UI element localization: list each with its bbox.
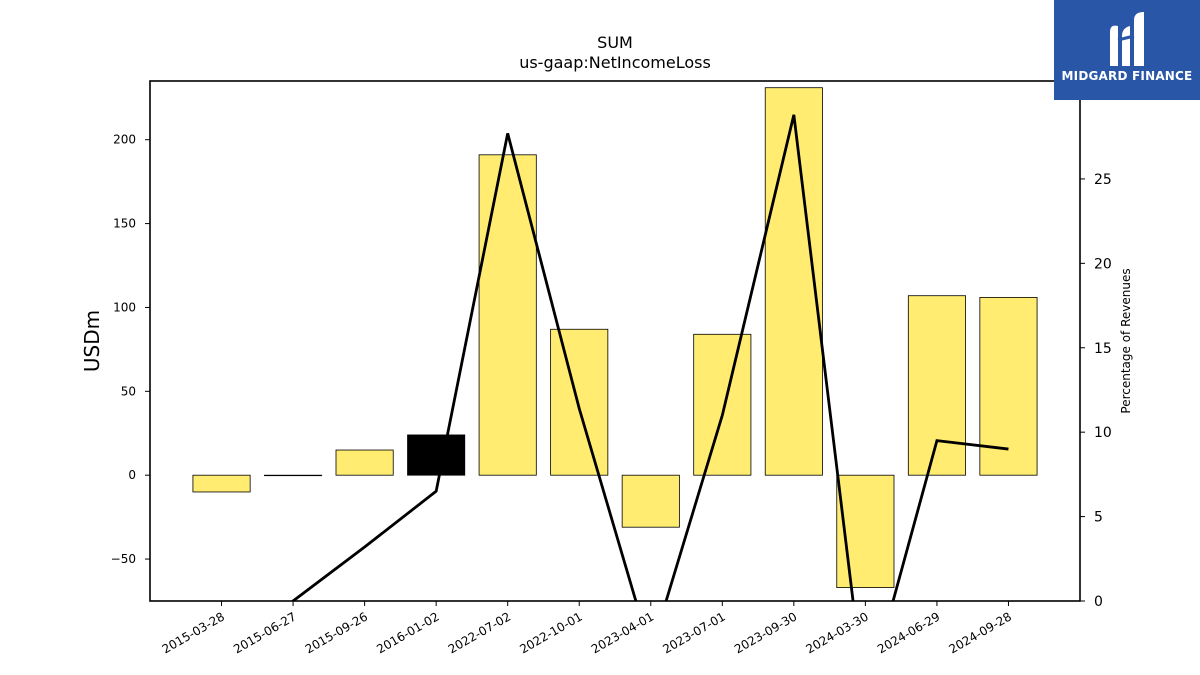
bar [478, 154, 537, 476]
bar-series [192, 87, 1038, 588]
y-right-tick-label: 15 [1094, 341, 1112, 357]
y-axis-left: −50 0 50 100 150 200 [111, 133, 150, 566]
x-axis: 2015-03-28 2015-06-27 2015-09-26 2016-01-02… [160, 601, 1014, 656]
y-right-tick-label: 10 [1094, 425, 1112, 441]
x-tick-label: 2023-04-01 [589, 609, 656, 656]
bar [335, 449, 394, 476]
chart-title: SUM [597, 33, 633, 52]
plot-frame [149, 80, 1081, 602]
bar [550, 328, 609, 476]
bar [407, 434, 466, 476]
x-tick-label: 2016-01-02 [374, 609, 441, 656]
x-tick-label: 2022-10-01 [517, 609, 584, 656]
logo: MIDGARD FINANCE [1054, 0, 1200, 100]
x-tick-label: 2022-07-02 [446, 609, 513, 656]
y-tick-label: 100 [113, 300, 136, 314]
x-tick-label: 2015-09-26 [303, 609, 370, 656]
x-tick-label: 2024-03-30 [803, 609, 870, 656]
y-right-tick-label: 0 [1094, 594, 1103, 610]
bar [621, 474, 680, 528]
x-tick-label: 2023-07-01 [660, 609, 727, 656]
bar [264, 474, 323, 477]
x-tick-label: 2023-09-30 [732, 609, 799, 656]
x-tick-label: 2024-06-29 [875, 609, 942, 656]
midgard-logo-icon [1110, 12, 1144, 67]
y-tick-label: 50 [121, 384, 136, 398]
chart-subtitle: us-gaap:NetIncomeLoss [519, 53, 711, 72]
y-axis-right: 0 5 10 15 20 25 [1080, 172, 1112, 610]
y-axis-label-left: USDm [80, 310, 104, 372]
x-tick-label: 2015-06-27 [231, 609, 298, 656]
y-right-tick-label: 25 [1094, 172, 1112, 188]
x-tick-label: 2024-09-28 [947, 609, 1014, 656]
y-tick-label: 200 [113, 133, 136, 147]
y-tick-label: −50 [111, 552, 136, 566]
logo-text: MIDGARD FINANCE [1061, 69, 1193, 83]
bar [907, 295, 966, 476]
y-tick-label: 150 [113, 217, 136, 231]
series-line [291, 114, 1009, 601]
y-right-tick-label: 20 [1094, 256, 1112, 272]
x-tick-label: 2015-03-28 [160, 609, 227, 656]
bar [693, 333, 752, 476]
y-axis-label-right: Percentage of Revenues [1119, 268, 1133, 413]
y-tick-label: 0 [128, 468, 136, 482]
y-right-tick-label: 5 [1094, 510, 1103, 526]
line-series [291, 114, 1009, 601]
bar [836, 474, 895, 588]
bar [192, 474, 251, 493]
